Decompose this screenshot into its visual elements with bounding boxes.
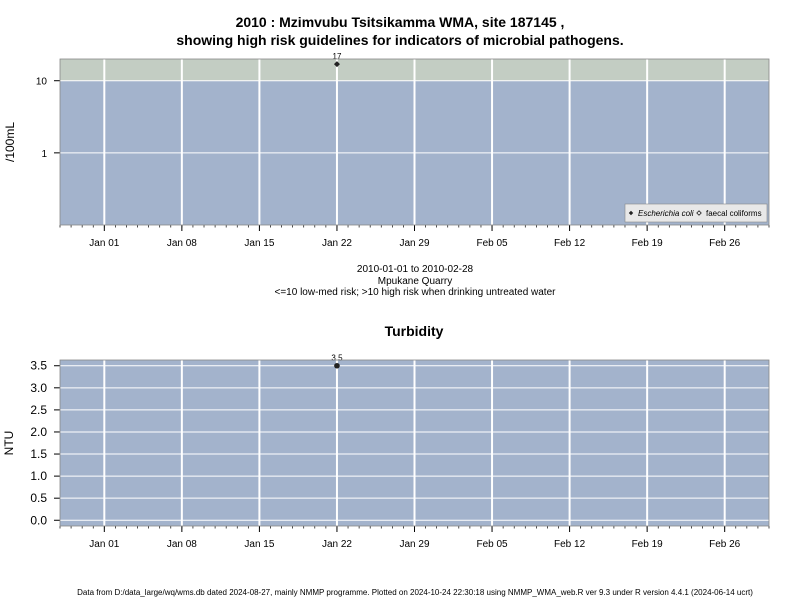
point-value-label: 3.5 bbox=[331, 354, 343, 363]
x-tick-label: Jan 29 bbox=[399, 539, 429, 550]
microbial-chart: Jan 01 Jan 08 Jan 15 Jan 22 Jan 29 Feb 05 Feb … bbox=[3, 52, 770, 249]
x-tick-label: Feb 12 bbox=[554, 539, 586, 550]
x-tick-label: Feb 19 bbox=[632, 238, 664, 249]
y-tick-label: 1.0 bbox=[30, 469, 47, 483]
y-tick-label: 1 bbox=[41, 149, 47, 160]
legend: Escherichia coli faecal coliforms bbox=[624, 203, 768, 223]
x-tick-label: Jan 22 bbox=[322, 238, 352, 249]
x-tick-label: Jan 15 bbox=[244, 539, 274, 550]
x-tick-label: Jan 29 bbox=[399, 238, 429, 249]
y-tick-label: 1.5 bbox=[30, 447, 47, 461]
legend-marker-filled bbox=[628, 210, 634, 216]
point-value-label: 17 bbox=[333, 52, 342, 61]
y-tick-label: 3.5 bbox=[30, 359, 47, 373]
panel-title: Turbidity bbox=[385, 323, 444, 339]
legend-entry-label: faecal coliforms bbox=[706, 209, 762, 218]
y-tick-label: 2.0 bbox=[30, 425, 47, 439]
x-tick-label: Feb 19 bbox=[632, 539, 664, 550]
panel-frame bbox=[59, 359, 770, 527]
x-tick-label: Feb 05 bbox=[476, 238, 508, 249]
chart-title-line-1: 2010 : Mzimvubu Tsitsikamma WMA, site 18… bbox=[235, 14, 565, 30]
x-tick-label: Feb 26 bbox=[709, 539, 741, 550]
y-tick-label: 10 bbox=[36, 77, 48, 88]
y-tick-label: 3.0 bbox=[30, 381, 47, 395]
y-tick-label: 2.5 bbox=[30, 403, 47, 417]
risk-note-label: <=10 low-med risk; >10 high risk when dr… bbox=[274, 287, 556, 298]
chart-title-line-2: showing high risk guidelines for indicat… bbox=[176, 32, 624, 48]
y-axis-label: NTU bbox=[2, 431, 16, 456]
data-point bbox=[333, 61, 340, 68]
site-name-label: Mpukane Quarry bbox=[377, 276, 453, 287]
x-tick-label: Jan 22 bbox=[322, 539, 352, 550]
turbidity-chart: Jan 01 Jan 08 Jan 15 Jan 22 Jan 29 Feb 05 Feb … bbox=[2, 323, 770, 550]
y-tick-label: 0.5 bbox=[30, 491, 47, 505]
x-tick-label: Feb 26 bbox=[709, 238, 741, 249]
x-tick-label: Feb 05 bbox=[476, 539, 508, 550]
legend-entry-label: Escherichia coli bbox=[638, 209, 694, 218]
x-tick-label: Jan 08 bbox=[167, 238, 197, 249]
legend-box bbox=[624, 203, 768, 223]
x-tick-label: Jan 01 bbox=[89, 539, 119, 550]
legend-marker-open bbox=[696, 210, 702, 216]
panel-frame bbox=[59, 58, 770, 226]
date-range-label: 2010-01-01 to 2010-02-28 bbox=[356, 264, 474, 275]
x-tick-label: Jan 01 bbox=[89, 238, 119, 249]
footer-note: Data from D:/data_large/wq/wms.db dated … bbox=[77, 588, 753, 597]
x-tick-label: Jan 08 bbox=[167, 539, 197, 550]
x-tick-label: Feb 12 bbox=[554, 238, 586, 249]
y-axis-label: /100mL bbox=[3, 122, 17, 162]
x-tick-label: Jan 15 bbox=[244, 238, 274, 249]
y-tick-label: 0.0 bbox=[30, 513, 47, 527]
data-point bbox=[334, 362, 340, 369]
